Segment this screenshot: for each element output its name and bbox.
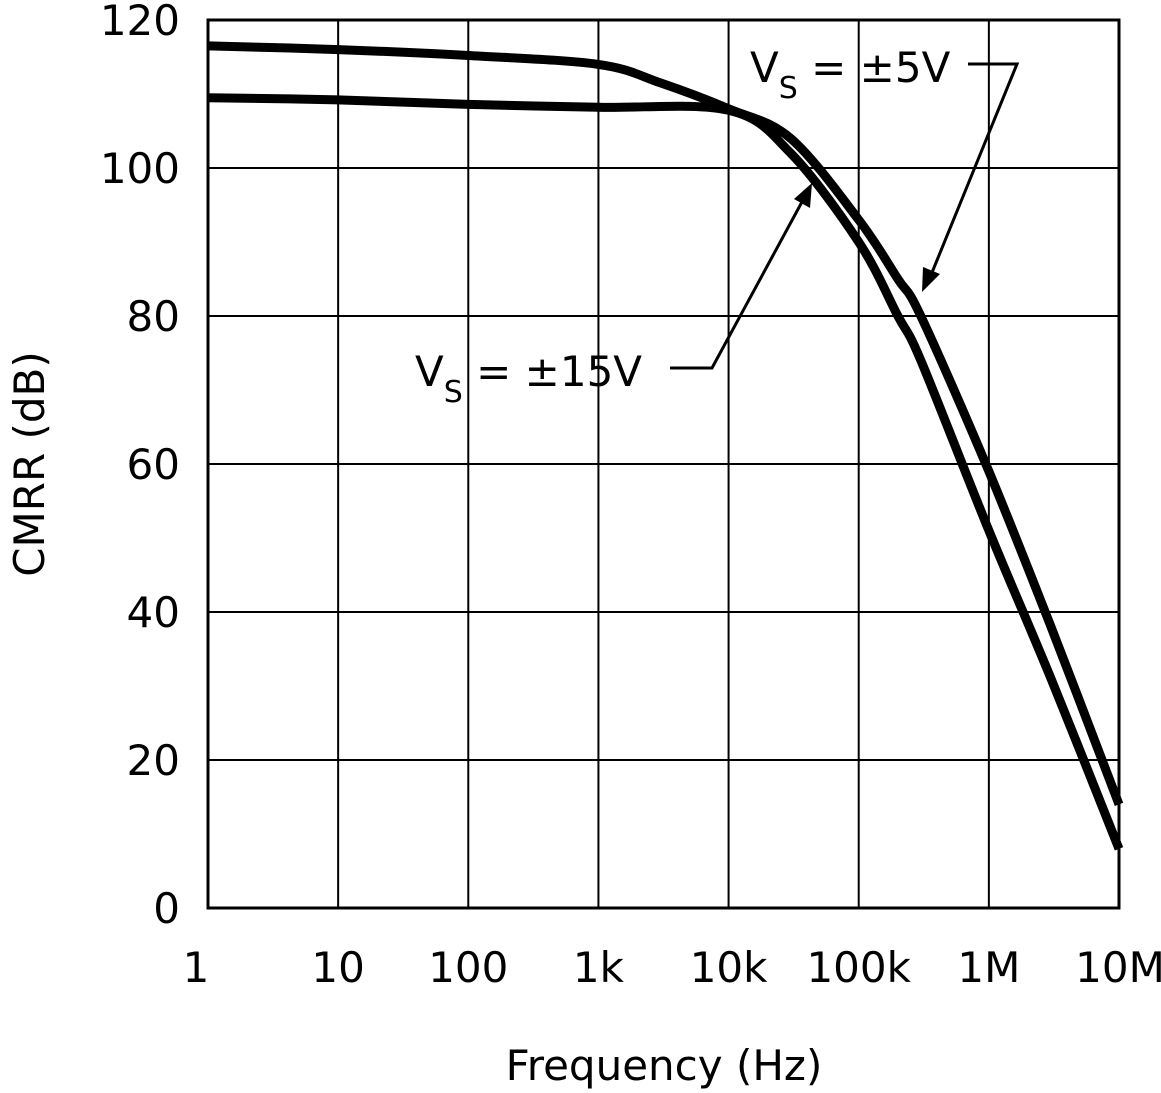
annotation-15v: VS = ±15V <box>415 183 812 410</box>
annotation-15v-leader <box>670 199 805 370</box>
y-tick-labels: 0 20 40 60 80 100 120 <box>100 0 180 933</box>
y-tick-label: 60 <box>127 440 180 489</box>
y-tick-label: 80 <box>127 292 180 341</box>
x-tick-label: 100 <box>428 943 508 992</box>
annotation-5v-rest: = ±5V <box>798 43 951 92</box>
y-tick-label: 120 <box>100 0 180 45</box>
x-tick-label: 100k <box>806 943 911 992</box>
x-tick-labels: 1 10 100 1k 10k 100k 1M 10M <box>183 943 1161 992</box>
annotation-5v: VS = ±5V <box>750 43 1020 292</box>
x-tick-label: 10M <box>1075 943 1161 992</box>
y-tick-label: 100 <box>100 144 180 193</box>
annotation-5v-sub: S <box>779 71 798 106</box>
annotation-5v-leader <box>929 62 1020 276</box>
plot-frame <box>206 18 1121 910</box>
x-tick-label: 1 <box>183 943 210 992</box>
series-line-15v <box>207 93 1124 851</box>
series-line-5v <box>207 41 1124 807</box>
svg-text:VS = ±15V: VS = ±15V <box>415 347 642 410</box>
annotation-15v-sub: S <box>444 375 463 410</box>
annotation-5v-arrowhead <box>922 267 940 292</box>
svg-text:VS = ±5V: VS = ±5V <box>750 43 951 106</box>
series-layer <box>207 41 1124 851</box>
x-tick-label: 10k <box>690 943 768 992</box>
x-axis-label: Frequency (Hz) <box>506 1041 823 1090</box>
x-tick-label: 1M <box>957 943 1020 992</box>
x-tick-label: 10 <box>311 943 364 992</box>
x-tick-label: 1k <box>573 943 625 992</box>
annotation-15v-arrowhead <box>794 183 812 208</box>
annotation-15v-v: V <box>415 347 444 396</box>
y-tick-label: 0 <box>153 884 180 933</box>
annotation-15v-rest: = ±15V <box>463 347 643 396</box>
y-tick-label: 40 <box>127 588 180 637</box>
annotation-5v-v: V <box>750 43 779 92</box>
y-tick-label: 20 <box>127 736 180 785</box>
y-axis-label: CMRR (dB) <box>5 351 54 577</box>
